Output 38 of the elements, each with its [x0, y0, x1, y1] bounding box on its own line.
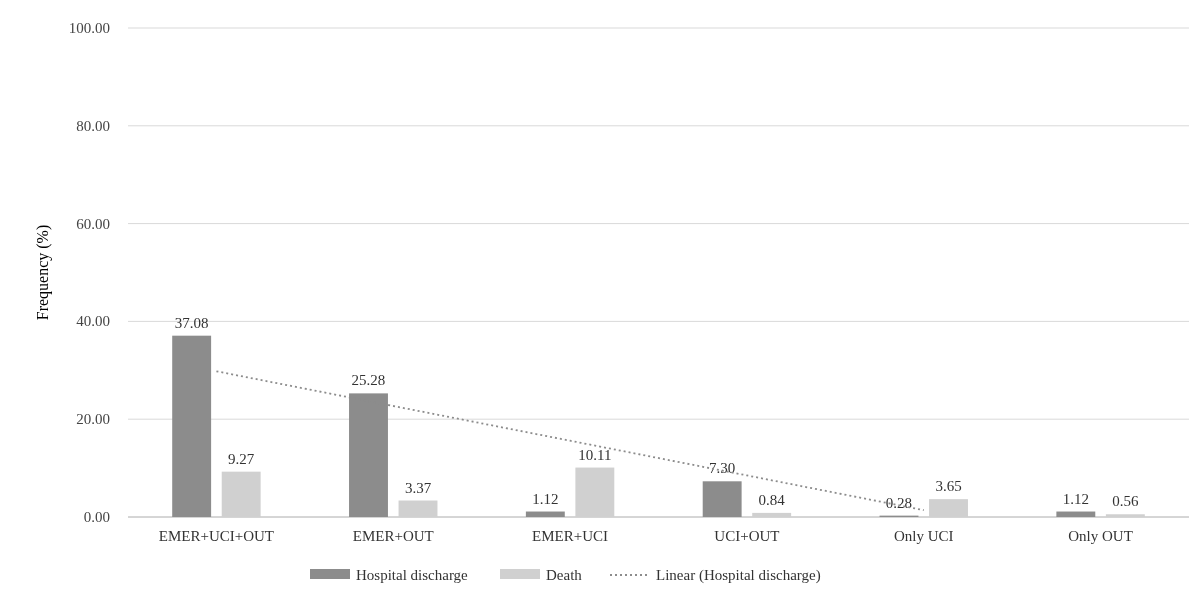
bar: [398, 500, 438, 517]
y-tick-label: 40.00: [76, 313, 110, 330]
data-label: 0.56: [1112, 493, 1139, 510]
data-label: 10.11: [578, 446, 612, 463]
data-label: 0.28: [885, 494, 913, 511]
bar: [752, 512, 792, 517]
legend-label: Linear (Hospital discharge): [656, 567, 821, 584]
y-axis-title: Frequency (%): [34, 224, 52, 321]
y-tick-label: 20.00: [76, 411, 110, 428]
legend-label: Death: [546, 567, 583, 583]
x-tick-label: EMER+UCI+OUT: [158, 528, 275, 544]
x-tick-label: EMER+OUT: [352, 528, 434, 544]
y-tick-label: 60.00: [76, 215, 110, 232]
x-tick-label: EMER+UCI: [532, 528, 609, 544]
bar: [1056, 511, 1096, 517]
bar: [1105, 514, 1145, 517]
data-label: 9.27: [228, 450, 255, 467]
legend-label: Hospital discharge: [356, 567, 469, 583]
bar: [221, 471, 261, 517]
data-label: 25.28: [351, 372, 386, 389]
x-tick-label: Only UCI: [893, 528, 954, 544]
y-tick-label: 0.00: [83, 509, 110, 525]
data-label: 1.12: [1062, 490, 1089, 507]
data-label: 3.37: [404, 479, 432, 496]
bar: [702, 481, 742, 517]
data-label: 1.12: [532, 490, 559, 507]
data-label: 0.84: [758, 491, 786, 508]
data-label: 7.30: [709, 460, 736, 477]
bar: [172, 335, 212, 517]
data-label: 3.65: [935, 478, 962, 495]
x-tick-label: UCI+OUT: [714, 528, 780, 544]
bar: [929, 499, 968, 517]
y-tick-label: 100.00: [68, 20, 110, 36]
data-label: 37.08: [174, 314, 209, 331]
y-tick-label: 80.00: [76, 117, 110, 134]
bar: [575, 467, 615, 517]
x-tick-label: Only OUT: [1068, 528, 1133, 544]
bar: [525, 511, 565, 517]
